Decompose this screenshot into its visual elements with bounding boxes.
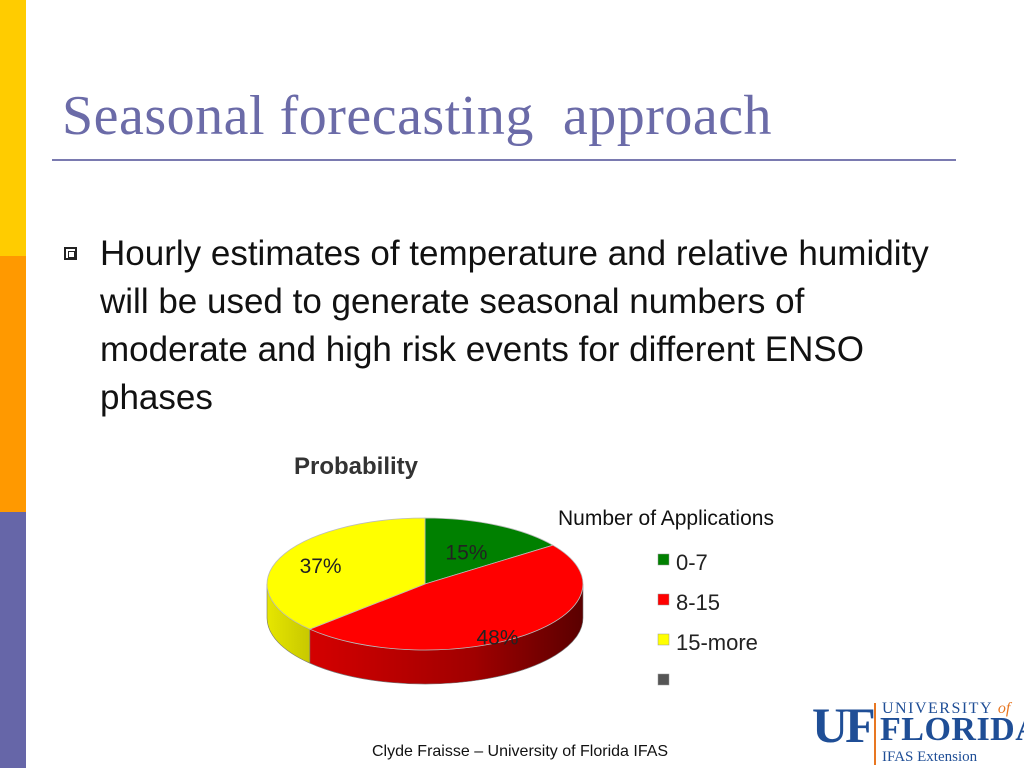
legend-label: 8-15 [676, 590, 720, 615]
legend-label: 0-7 [676, 550, 708, 575]
pie-slice-8-15 [308, 544, 584, 651]
bullet-text: Hourly estimates of temperature and rela… [100, 234, 929, 417]
legend-swatch [657, 633, 670, 646]
chart-title: Probability [294, 453, 419, 480]
logo-of-word: of [997, 700, 1011, 717]
pie-data-label: 15% [445, 542, 487, 565]
legend-swatch [657, 593, 670, 606]
slide-title: Seasonal forecasting approach [62, 85, 773, 147]
legend-label: 15-more [676, 630, 758, 655]
slide-footer: Clyde Fraisse – University of Florida IF… [371, 743, 669, 760]
pie-slice-15-more [266, 517, 426, 630]
sidebar-stripe-purple [0, 512, 26, 768]
sidebar-stripe-yellow [0, 0, 26, 256]
legend-title: Number of Applications [558, 507, 774, 530]
logo-university-word: UNIVERSITY [882, 700, 993, 717]
pie-slice-0-7 [424, 517, 554, 585]
uf-logo-initials: UF [812, 697, 876, 753]
logo-divider [874, 703, 876, 765]
legend-swatch [657, 673, 670, 686]
sidebar-stripe-orange [0, 256, 26, 512]
logo-ifas-extension: IFAS Extension [882, 749, 978, 765]
square-bullet-icon [64, 247, 77, 260]
logo-florida-text: FLORIDA [880, 711, 1024, 748]
title-divider [52, 159, 956, 161]
pie-data-label: 37% [300, 555, 342, 578]
pie-data-label: 48% [476, 627, 518, 650]
logo-university-text: UNIVERSITY of [882, 700, 1010, 718]
legend-swatch [657, 553, 670, 566]
